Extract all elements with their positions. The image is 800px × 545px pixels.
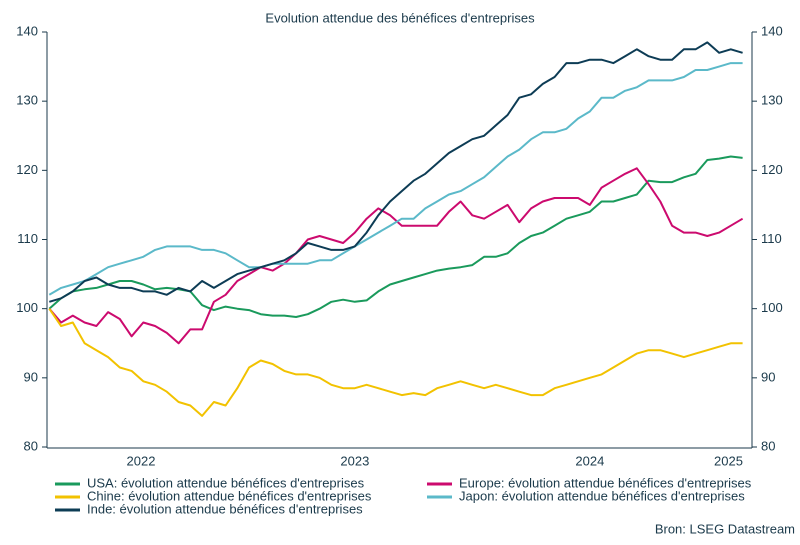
- y-tick-label: 90: [24, 369, 38, 384]
- y2-tick-label: 110: [761, 231, 782, 246]
- series-line: [48, 167, 744, 345]
- series-line: [48, 155, 743, 318]
- legend-label: USA: évolution attendue bénéfices d'entr…: [87, 475, 365, 490]
- series-line: [48, 62, 743, 296]
- source: Bron: LSEG Datastream: [655, 521, 795, 536]
- y2-tick-label: 100: [761, 300, 783, 315]
- legend-label: Chine: évolution attendue bénéfices d'en…: [87, 488, 372, 503]
- y-tick-label: 100: [16, 300, 38, 315]
- y2-tick-label: 120: [761, 162, 783, 177]
- y-tick-label: 80: [24, 438, 38, 453]
- x-tick-label: 2024: [575, 453, 604, 468]
- legend-label: Inde: évolution attendue bénéfices d'ent…: [87, 501, 363, 516]
- y-tick-label: 120: [16, 162, 38, 177]
- y2-tick-label: 140: [761, 23, 783, 38]
- x-tick-label: 2023: [340, 453, 369, 468]
- chart-title: Evolution attendue des bénéfices d'entre…: [265, 10, 535, 25]
- x-tick-label: 2025: [714, 453, 743, 468]
- legend-label: Japon: évolution attendue bénéfices d'en…: [459, 488, 745, 503]
- y2-tick-label: 90: [761, 369, 775, 384]
- y-tick-label: 110: [17, 231, 38, 246]
- y2-tick-label: 130: [761, 93, 783, 108]
- y-tick-label: 130: [16, 93, 38, 108]
- series-line: [49, 41, 743, 303]
- y-tick-label: 140: [16, 23, 38, 38]
- legend-label: Europe: évolution attendue bénéfices d'e…: [459, 475, 752, 490]
- x-tick-label: 2022: [127, 453, 156, 468]
- y2-tick-label: 80: [761, 438, 775, 453]
- series-line: [48, 308, 743, 417]
